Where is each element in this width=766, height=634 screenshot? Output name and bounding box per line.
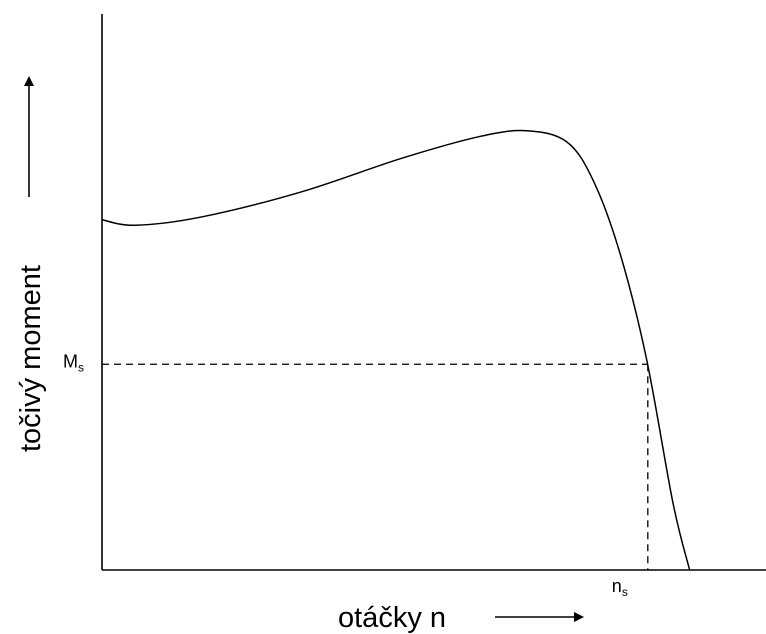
ns-sub-text: s xyxy=(622,585,628,599)
ms-main-text: M xyxy=(63,351,78,371)
x-axis-label: otáčky n xyxy=(338,602,446,634)
torque-speed-curve xyxy=(102,131,690,570)
ms-tick-label: Ms xyxy=(63,351,84,374)
y-axis-label: točivý moment xyxy=(15,265,47,452)
ns-tick-label: ns xyxy=(612,576,628,599)
ns-main-text: n xyxy=(612,576,622,596)
ms-sub-text: s xyxy=(78,360,84,374)
